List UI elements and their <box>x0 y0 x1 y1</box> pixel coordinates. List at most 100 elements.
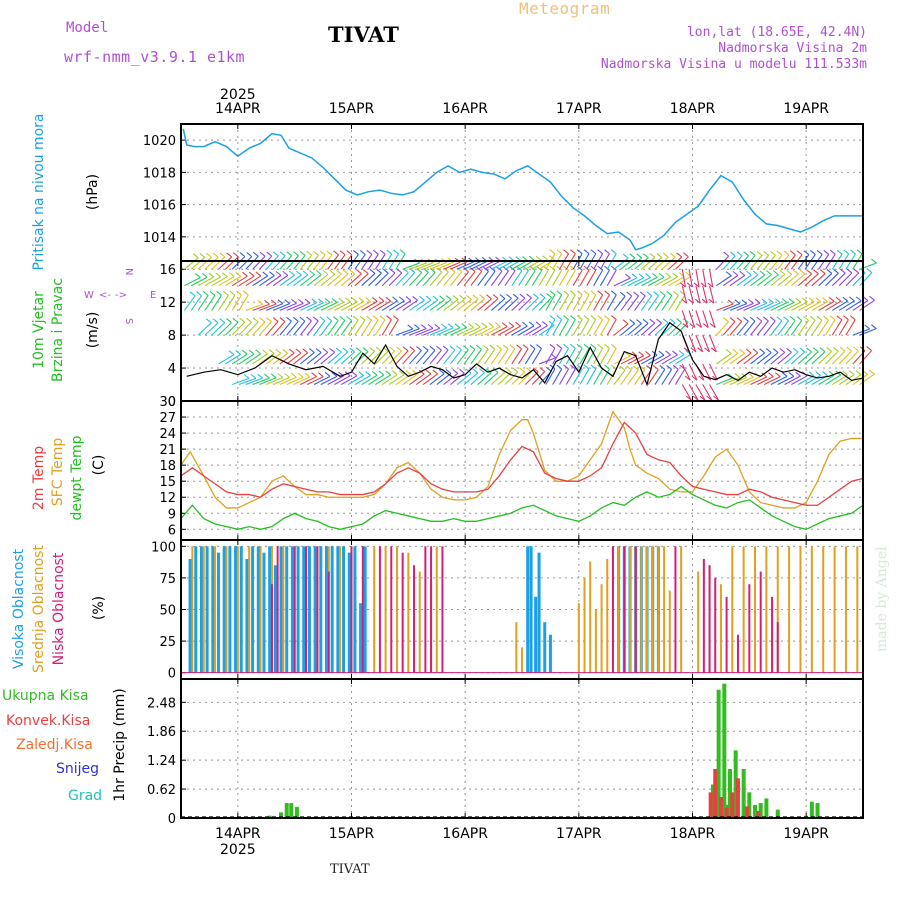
mid-cloud-bar <box>776 546 779 673</box>
low-cloud-bar <box>378 546 381 673</box>
wind-barb <box>866 346 872 351</box>
wind-barb <box>688 310 696 328</box>
wind-barb <box>819 347 826 353</box>
wind-barb <box>770 375 788 386</box>
wind-barb <box>823 249 830 255</box>
wind-barb <box>763 302 781 311</box>
wind-barb <box>242 290 249 296</box>
wind-barb <box>552 319 563 336</box>
wind-barb <box>668 354 685 365</box>
total-precip-bar <box>733 750 738 818</box>
wind-barb <box>539 367 546 373</box>
wind-barb <box>646 291 653 297</box>
wind-barb <box>695 285 701 304</box>
mid-cloud-bar <box>651 546 654 673</box>
wind-barb <box>749 316 756 322</box>
wind-barb <box>313 302 331 311</box>
wind-barb <box>579 294 590 311</box>
wind-barb <box>675 275 692 287</box>
wind-barb <box>806 269 813 275</box>
wind-barb <box>347 273 362 287</box>
wind-barb <box>195 351 200 355</box>
wind-barb <box>804 273 819 287</box>
top-day-label: 18APR <box>670 101 716 117</box>
wind-barb <box>727 299 734 305</box>
mid-cloud-bar <box>339 546 342 673</box>
wind-barb <box>429 345 436 351</box>
wind-barb <box>811 273 826 287</box>
wind-barb <box>311 372 317 378</box>
high-cloud-bar <box>251 546 255 673</box>
wind-barb <box>656 318 662 324</box>
wind-barb <box>288 348 295 354</box>
wind-barb <box>304 298 311 304</box>
wind-barb <box>313 254 326 270</box>
wind-barb <box>352 315 359 321</box>
wind-barb <box>604 290 610 296</box>
wind-barb <box>683 252 689 258</box>
wind-barb <box>245 255 259 270</box>
wind-barb <box>272 352 288 365</box>
wind-barb <box>658 350 665 356</box>
wind-barb <box>484 326 501 336</box>
wind-barb <box>497 348 509 365</box>
wind-barb <box>538 269 549 286</box>
footer-station: TIVAT <box>330 862 370 877</box>
wind-barb <box>219 252 226 258</box>
wind-barb <box>552 269 563 286</box>
wind-barb <box>515 321 521 327</box>
wind-barb <box>563 343 569 349</box>
wind-barb <box>707 282 714 288</box>
wind-barb <box>346 250 353 256</box>
wind-barb <box>729 376 747 386</box>
wind-barb <box>759 348 765 354</box>
wind-barb <box>680 282 686 288</box>
wind-barb <box>243 373 250 379</box>
wind-barb <box>850 249 856 255</box>
wind-barb <box>786 269 793 275</box>
wind-barb <box>369 347 376 352</box>
wind-barb <box>484 270 496 287</box>
wind-barb <box>375 374 391 385</box>
wind-barb <box>412 295 418 301</box>
wind-barb <box>416 346 422 351</box>
high-cloud-bar <box>548 634 552 673</box>
wind-barb <box>674 368 686 385</box>
wind-barb <box>190 276 208 287</box>
wind-barb <box>783 316 789 322</box>
low-cloud-bar <box>736 634 739 673</box>
wind-barb <box>279 255 293 270</box>
wind-barb <box>666 291 673 296</box>
wind-barb <box>374 319 386 336</box>
wind-barb <box>781 298 788 303</box>
wind-barb <box>852 374 869 385</box>
wind-barb <box>806 347 812 353</box>
low-cloud-bar <box>623 546 626 673</box>
wind-barb <box>792 347 799 353</box>
y-tick-label: 25 <box>159 635 176 650</box>
wind-barb <box>732 270 739 276</box>
wind-barb <box>468 323 474 328</box>
wind-barb <box>356 269 362 275</box>
wind-barb <box>636 319 642 324</box>
wind-barb <box>709 310 716 328</box>
wind-barb <box>266 303 284 311</box>
wind-barb <box>282 348 288 354</box>
wind-barb <box>217 375 222 379</box>
wind-barb <box>725 271 732 277</box>
wind-barb <box>210 375 215 379</box>
wind-barb <box>675 322 689 336</box>
wind-barb <box>629 319 636 324</box>
wind-barb <box>784 254 796 270</box>
bottom-day-label: 14APR <box>215 826 261 842</box>
wind-barb <box>495 322 501 328</box>
mid-cloud-bar <box>435 546 438 673</box>
wind-barbs <box>183 249 877 401</box>
wind-barb <box>772 348 779 354</box>
wind-barb <box>791 375 808 386</box>
wind-barb <box>326 250 333 256</box>
wind-barb <box>335 347 342 353</box>
wind-barb <box>672 272 678 278</box>
low-cloud-bar <box>441 546 444 673</box>
wind-barb <box>838 319 849 336</box>
